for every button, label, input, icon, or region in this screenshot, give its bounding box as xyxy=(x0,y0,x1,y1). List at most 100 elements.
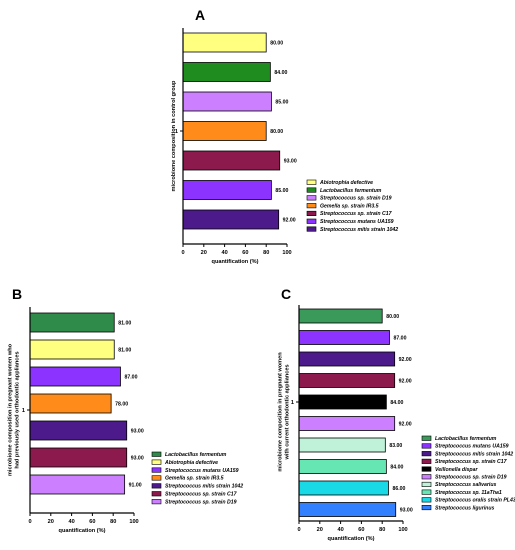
data-label: 84.00 xyxy=(390,465,403,471)
legend-entry: Lactobacillus fermentum xyxy=(165,452,227,458)
x-tick-label: 0 xyxy=(181,250,184,256)
x-tick-label: 20 xyxy=(317,527,323,533)
bar xyxy=(29,339,115,360)
bar xyxy=(182,32,267,53)
legend-entry: Streptococcus salivarius xyxy=(435,482,497,488)
x-tick-label: 80 xyxy=(110,519,116,525)
data-label: 93.00 xyxy=(131,429,144,435)
bar xyxy=(182,121,267,141)
bar xyxy=(298,308,383,324)
legend-swatch xyxy=(306,195,317,201)
data-label: 93.00 xyxy=(400,508,413,514)
x-tick-label: 100 xyxy=(129,519,138,525)
panel-label: C xyxy=(281,286,291,302)
legend-entry: Streptococcus mitis strain 1042 xyxy=(320,227,398,233)
legend-swatch xyxy=(421,435,432,441)
legend-entry: Abiotrophia defective xyxy=(319,180,373,186)
legend-swatch xyxy=(421,466,432,472)
data-label: 81.00 xyxy=(118,321,131,327)
bar xyxy=(182,209,280,230)
x-tick-label: 60 xyxy=(358,527,364,533)
legend: Lactobacillus fermentum Abiotrophia defec… xyxy=(151,451,243,505)
legend-swatch xyxy=(421,481,432,488)
legend-swatch xyxy=(306,210,317,216)
y-axis-title-line: microbiome composition in pregnant women xyxy=(278,352,284,472)
panel-label: B xyxy=(12,286,22,302)
data-label: 92.00 xyxy=(399,379,412,385)
y-axis-title: microbiome composition in control group xyxy=(171,80,177,192)
legend-swatch xyxy=(151,499,162,505)
data-label: 80.00 xyxy=(386,314,399,320)
data-label: 91.00 xyxy=(129,483,142,489)
legend-entry: Gemella sp. strain IR3.5 xyxy=(320,203,379,209)
legend-swatch xyxy=(421,504,432,511)
legend-entry: Streptococcus sp. strain D19 xyxy=(165,499,237,505)
bar xyxy=(298,459,387,474)
data-label: 80.00 xyxy=(270,41,283,47)
data-label: 78.00 xyxy=(115,402,128,408)
y-axis-title-line: microbiome composition in control group xyxy=(171,80,177,192)
legend-swatch xyxy=(306,218,317,224)
legend: Lactobacillus fermentum Streptococcus mut… xyxy=(421,435,515,511)
legend-entry: Streptococcus sp. strain C17 xyxy=(435,459,508,465)
legend-swatch xyxy=(421,458,432,464)
legend-entry: Streptococcus mutans UA159 xyxy=(435,444,509,450)
legend-swatch xyxy=(421,489,432,495)
legend-entry: Lactobacillus fermentum xyxy=(320,188,382,194)
data-label: 92.00 xyxy=(399,422,412,428)
panel-c: C 80.00 87.00 92.00 92.00 84.00 92.00 83.00 84.0… xyxy=(278,286,515,542)
legend-swatch xyxy=(151,451,162,457)
y-axis-title-line: with current orthodontic appliances xyxy=(285,364,291,460)
bar xyxy=(298,437,386,453)
bar xyxy=(298,502,397,517)
legend-swatch xyxy=(421,474,432,480)
x-tick-label: 0 xyxy=(297,527,300,533)
x-tick-label: 20 xyxy=(201,250,207,256)
bar xyxy=(29,447,128,468)
legend-swatch xyxy=(151,459,162,465)
x-axis-title: quantification (%) xyxy=(328,536,375,542)
bar xyxy=(29,312,115,333)
bar xyxy=(298,394,387,410)
y-tick-label: 1 xyxy=(22,408,25,414)
data-label: 87.00 xyxy=(124,375,137,381)
legend-swatch xyxy=(421,451,432,457)
x-tick-label: 0 xyxy=(28,519,31,525)
y-axis-title-line: microbiome composition in pregnant women… xyxy=(8,343,14,476)
legend: Abiotrophia defective Lactobacillus ferme… xyxy=(306,179,398,233)
x-tick-label: 20 xyxy=(48,519,54,525)
data-label: 83.00 xyxy=(389,443,402,449)
legend-swatch xyxy=(306,203,317,209)
data-label: 85.00 xyxy=(275,188,288,194)
legend-swatch xyxy=(151,483,162,489)
x-axis-title: quantification (%) xyxy=(212,259,259,265)
bar xyxy=(298,373,396,388)
data-label: 92.00 xyxy=(283,218,296,224)
bar xyxy=(182,180,272,200)
panel-a: A 80.00 84.00 85.00 80.00 93.00 85.00 92.00 0 20 4… xyxy=(171,7,398,265)
y-axis-title: microbiome composition in pregnant women… xyxy=(278,352,291,472)
y-axis-title: microbiome composition in pregnant women… xyxy=(8,343,21,476)
bar xyxy=(29,474,126,495)
legend-entry: Streptococcus sp. strain D19 xyxy=(435,475,507,481)
bar xyxy=(29,420,128,441)
bar xyxy=(182,150,281,171)
legend-swatch xyxy=(421,497,432,503)
x-tick-label: 60 xyxy=(242,250,248,256)
legend-swatch xyxy=(421,443,432,449)
x-tick-label: 40 xyxy=(68,519,74,525)
bar xyxy=(29,366,121,387)
legend-entry: Veillonella dispar xyxy=(435,467,478,473)
bar xyxy=(298,416,396,431)
data-label: 80.00 xyxy=(270,129,283,135)
legend-swatch xyxy=(151,467,162,473)
x-tick-label: 80 xyxy=(379,527,385,533)
x-tick-label: 40 xyxy=(337,527,343,533)
legend-swatch xyxy=(306,179,317,185)
data-label: 86.00 xyxy=(392,486,405,492)
legend-swatch xyxy=(306,187,317,193)
legend-entry: Streptococcus ligurinus xyxy=(435,505,494,511)
legend-entry: Streptococcus oralis strain PL430 xyxy=(435,498,515,504)
legend-entry: Streptococcus mitis strain 1042 xyxy=(165,484,243,490)
